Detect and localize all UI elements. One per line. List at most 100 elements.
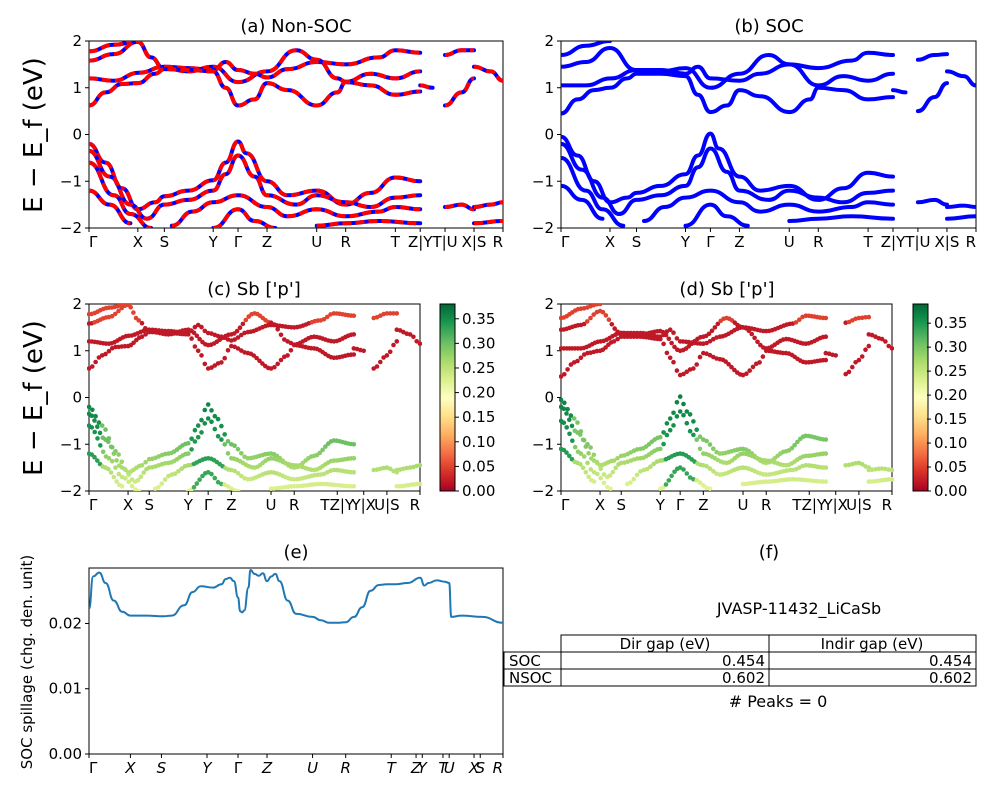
band-point bbox=[95, 424, 100, 430]
panel-e-xtick-label: R bbox=[493, 759, 503, 777]
band-point bbox=[215, 416, 221, 422]
panel-c-ytick-label: −1 bbox=[60, 435, 82, 453]
band-point bbox=[195, 434, 201, 440]
panel-e-xtick-label: Z bbox=[261, 759, 273, 777]
colorbar-tick-label: 0.05 bbox=[934, 458, 967, 476]
panel-c-xtick-label: U|S bbox=[374, 496, 400, 514]
band-point bbox=[658, 336, 663, 342]
panel-b-ytick-label: 0 bbox=[544, 126, 554, 144]
band-point bbox=[859, 461, 865, 467]
band-point bbox=[381, 355, 386, 360]
band-point bbox=[235, 446, 241, 452]
panel-c-ytick-label: 1 bbox=[72, 342, 82, 360]
band-point bbox=[850, 364, 855, 370]
band-point bbox=[634, 472, 640, 478]
panel-f-table-area: JVASP-11432_LiCaSb Dir gap (eV) Indir ga… bbox=[503, 599, 977, 711]
band-point bbox=[191, 485, 197, 490]
band-line bbox=[945, 214, 976, 221]
band-point bbox=[567, 453, 572, 459]
band-point bbox=[752, 335, 757, 341]
band-point bbox=[603, 313, 609, 318]
panel-d-xtick-label: Y|X bbox=[822, 496, 848, 514]
band-point bbox=[883, 339, 888, 344]
band-point bbox=[674, 368, 680, 373]
band-point bbox=[631, 334, 637, 340]
band-point bbox=[729, 364, 734, 370]
band-point bbox=[87, 404, 92, 410]
band-point bbox=[562, 372, 567, 377]
band-point bbox=[391, 342, 396, 348]
band-point bbox=[823, 315, 829, 321]
band-point bbox=[209, 408, 214, 413]
band-point bbox=[106, 456, 112, 461]
band-point bbox=[239, 473, 244, 479]
panel-e-xtick-label: T bbox=[438, 759, 449, 777]
band-point bbox=[323, 444, 328, 449]
band-point bbox=[886, 343, 891, 349]
panel-b-xtick-label: S bbox=[632, 233, 642, 251]
band-line-dashed bbox=[444, 48, 474, 57]
band-point bbox=[126, 472, 131, 477]
band-point bbox=[648, 464, 653, 470]
band-point bbox=[628, 334, 634, 340]
band-point bbox=[225, 451, 231, 456]
band-point bbox=[123, 476, 128, 481]
panel-e-axes-frame bbox=[88, 567, 504, 755]
band-point bbox=[792, 442, 797, 448]
band-point bbox=[591, 312, 596, 317]
band-point bbox=[726, 361, 731, 367]
band-point bbox=[674, 400, 680, 405]
band-point bbox=[712, 325, 718, 330]
band-point bbox=[212, 363, 218, 368]
band-point bbox=[609, 322, 615, 327]
panel-c-xtick-label: TZ|Y bbox=[319, 496, 354, 514]
band-point bbox=[588, 445, 593, 450]
panel-e-xtick-label: Γ bbox=[89, 759, 98, 777]
panel-a-xtick-label: Γ bbox=[234, 233, 243, 251]
band-point bbox=[141, 470, 146, 475]
band-point bbox=[856, 315, 862, 321]
band-point bbox=[96, 355, 102, 360]
band-point bbox=[697, 480, 703, 485]
band-point bbox=[709, 328, 715, 334]
band-point bbox=[704, 438, 709, 444]
band-point bbox=[139, 320, 145, 326]
colorbar-tick-label: 0.25 bbox=[462, 359, 495, 377]
band-point bbox=[136, 488, 141, 491]
panel-c-xtick-label: S bbox=[144, 496, 154, 514]
band-point bbox=[618, 334, 624, 340]
band-point bbox=[634, 334, 640, 340]
band-point bbox=[671, 359, 676, 365]
band-point bbox=[607, 473, 613, 478]
band-point bbox=[666, 478, 672, 483]
band-point bbox=[317, 450, 323, 456]
panel-d-ytick-label: −2 bbox=[532, 482, 554, 500]
band-point bbox=[131, 340, 136, 346]
band-point bbox=[384, 353, 390, 358]
band-point bbox=[591, 479, 597, 484]
band-point bbox=[575, 358, 580, 364]
band-point bbox=[618, 330, 624, 336]
band-point bbox=[661, 441, 666, 447]
band-point bbox=[823, 334, 829, 340]
band-point bbox=[661, 430, 666, 435]
band-point bbox=[254, 355, 259, 361]
band-line-dashed bbox=[89, 160, 152, 228]
panel-e-title: (e) bbox=[283, 542, 308, 563]
band-point bbox=[109, 313, 115, 319]
band-point bbox=[744, 371, 749, 377]
band-point bbox=[103, 427, 108, 432]
band-point bbox=[92, 454, 97, 460]
band-point bbox=[225, 348, 231, 353]
band-point bbox=[114, 458, 119, 463]
band-point bbox=[351, 456, 357, 461]
band-point bbox=[711, 446, 716, 452]
band-point bbox=[219, 437, 224, 442]
panel-a-xtick-label: S bbox=[160, 233, 170, 251]
band-point bbox=[212, 413, 218, 419]
panel-e-xtick-label: S bbox=[475, 759, 485, 777]
band-point bbox=[119, 465, 125, 470]
colorbar-d bbox=[912, 303, 929, 492]
peaks-count: # Peaks = 0 bbox=[729, 692, 828, 711]
band-point bbox=[565, 406, 570, 412]
